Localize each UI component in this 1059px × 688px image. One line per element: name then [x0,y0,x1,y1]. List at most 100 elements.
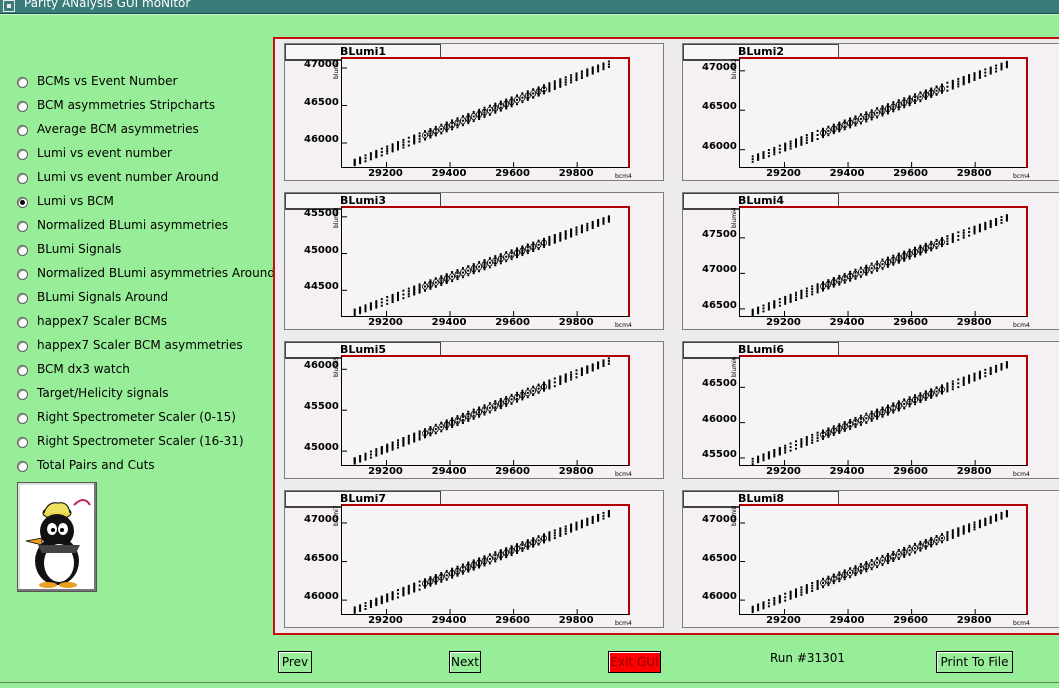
prev-button[interactable]: Prev [278,651,312,673]
data-point [995,515,998,517]
data-point [407,287,410,290]
menu-item-3[interactable]: Average BCM asymmetries [17,122,272,140]
data-point [984,517,987,520]
data-point [962,80,965,83]
point-cluster [486,555,493,563]
data-point [516,103,518,106]
menu-item-7[interactable]: Normalized BLumi asymmetries [17,218,272,236]
data-point [968,231,971,233]
data-point [767,454,770,457]
data-point [570,530,573,533]
data-point [564,527,567,530]
radio-button[interactable] [17,77,28,88]
radio-button[interactable] [17,245,28,256]
menu-item-label: Lumi vs BCM [37,194,114,208]
radio-button[interactable] [17,101,28,112]
menu-item-8[interactable]: BLumi Signals [17,242,272,260]
x-tick-label: 29800 [956,466,992,477]
x-tick-label: 29400 [431,466,467,477]
panel-blumi7[interactable]: BLumi7 29200 29400 29600 29800 46000 46500 4700… [284,490,664,628]
panel-blumi2[interactable]: BLumi2 29200 29400 29600 29800 46000 46500 4700… [682,43,1059,181]
x-tick-label: 29800 [558,317,594,328]
menu-item-10[interactable]: BLumi Signals Around [17,290,272,308]
point-cluster [906,97,913,105]
data-point [930,93,933,96]
data-point [816,586,819,589]
menu-item-label: BCM dx3 watch [37,362,130,376]
data-point [946,390,949,393]
menu-item-1[interactable]: BCMs vs Event Number [17,74,272,92]
radio-button[interactable] [17,365,28,376]
data-point [543,245,545,248]
y-axis-label: blumi3 [333,207,340,228]
menu-item-16[interactable]: Right Spectrometer Scaler (16-31) [17,434,272,452]
panel-blumi1[interactable]: BLumi1 29200 29400 29600 29800 46000 46500 4700… [284,43,664,181]
data-point [505,102,508,105]
plot-canvas[interactable]: BLumi1 29200 29400 29600 29800 46000 46500 4700… [276,40,1059,632]
panel-blumi6[interactable]: BLumi6 29200 29400 29600 29800 45500 46000 4650… [682,341,1059,479]
data-point [930,543,933,546]
data-point [402,297,405,300]
radio-button[interactable] [17,437,28,448]
menu-item-11[interactable]: happex7 Scaler BCMs [17,314,272,332]
data-point [564,81,567,84]
menu-item-13[interactable]: BCM dx3 watch [17,362,272,380]
menu-item-9[interactable]: Normalized BLumi asymmetries Around [17,266,275,284]
radio-button[interactable] [17,293,28,304]
data-point [451,119,454,122]
point-cluster [519,247,526,255]
data-point [375,454,378,457]
data-point [757,461,760,464]
data-point [778,304,781,307]
radio-button[interactable] [17,413,28,424]
data-point [789,298,792,301]
next-button[interactable]: Next [449,651,481,673]
radio-button[interactable] [17,269,28,280]
x-axis-label: bcm4 [1013,322,1030,329]
data-point [386,302,389,305]
radio-button[interactable] [17,341,28,352]
menu-item-15[interactable]: Right Spectrometer Scaler (0-15) [17,410,272,428]
menu-item-14[interactable]: Target/Helicity signals [17,386,272,404]
radio-button[interactable] [17,197,28,208]
data-point [353,606,356,609]
print-to-file-button[interactable]: Print To File [936,651,1013,673]
radio-button[interactable] [17,173,28,184]
data-point [369,158,372,161]
data-point [364,157,367,160]
menu-item-5[interactable]: Lumi vs event number Around [17,170,272,188]
point-cluster [443,421,450,429]
data-point [451,571,454,574]
exit-gui-button[interactable]: Exit GUI [608,651,661,673]
data-point [881,114,884,117]
data-point [494,560,497,563]
panel-blumi4[interactable]: BLumi4 29200 29400 29600 29800 46500 47000 4750… [682,192,1059,330]
data-point [499,407,502,410]
radio-button[interactable] [17,221,28,232]
panel-blumi3[interactable]: BLumi3 29200 29400 29600 29800 44500 45000 4550… [284,192,664,330]
data-point [978,522,981,525]
data-point [935,93,938,96]
data-point [440,132,443,135]
menu-item-17[interactable]: Total Pairs and Cuts [17,458,272,476]
menu-item-4[interactable]: Lumi vs event number [17,146,272,164]
radio-button[interactable] [17,125,28,136]
panel-blumi8[interactable]: BLumi8 29200 29400 29600 29800 46000 46500 4700… [682,490,1059,628]
data-point [822,136,824,139]
data-point [924,392,927,395]
window-menu-icon[interactable] [3,0,15,12]
menu-item-12[interactable]: happex7 Scaler BCM asymmetries [17,338,272,356]
radio-button[interactable] [17,317,28,328]
data-point [811,293,814,296]
panel-blumi5[interactable]: BLumi5 29200 29400 29600 29800 45000 45500 4600… [284,341,664,479]
menu-item-2[interactable]: BCM asymmetries Stripcharts [17,98,272,116]
data-point [602,217,605,220]
radio-button[interactable] [17,461,28,472]
data-point [957,529,960,532]
menu-item-6[interactable]: Lumi vs BCM [17,194,272,212]
data-point [805,438,808,440]
radio-button[interactable] [17,149,28,160]
data-point [467,119,470,122]
radio-button[interactable] [17,389,28,400]
data-point [957,533,960,536]
